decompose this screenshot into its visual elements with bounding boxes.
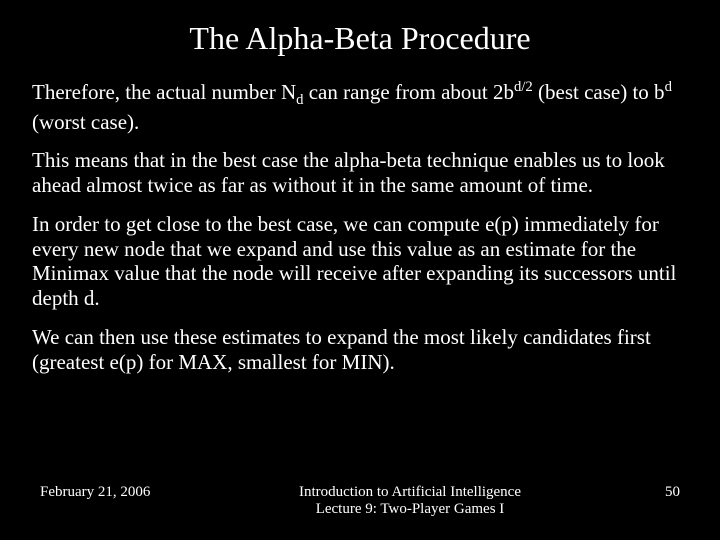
footer-course: Introduction to Artificial Intelligence … <box>200 484 620 518</box>
footer-course-line2: Lecture 9: Two-Player Games I <box>200 501 620 518</box>
slide-title: The Alpha-Beta Procedure <box>30 20 690 57</box>
slide: The Alpha-Beta Procedure Therefore, the … <box>0 0 720 540</box>
paragraph-2: This means that in the best case the alp… <box>32 148 688 198</box>
footer-page-number: 50 <box>620 484 680 501</box>
p1-text-a: Therefore, the actual number N <box>32 80 296 104</box>
footer-course-line1: Introduction to Artificial Intelligence <box>200 484 620 501</box>
p1-text-b: can range from about 2b <box>303 80 514 104</box>
paragraph-4: We can then use these estimates to expan… <box>32 325 688 375</box>
p1-superscript-d: d <box>665 79 672 95</box>
footer-date: February 21, 2006 <box>40 484 200 501</box>
p1-text-c: (best case) to b <box>533 80 665 104</box>
p1-text-d: (worst case). <box>32 110 139 134</box>
paragraph-1: Therefore, the actual number N d can rang… <box>32 79 688 134</box>
paragraph-3: In order to get close to the best case, … <box>32 212 688 311</box>
slide-body: Therefore, the actual number N d can rang… <box>30 79 690 374</box>
slide-footer: February 21, 2006 Introduction to Artifi… <box>0 484 720 518</box>
p1-superscript-dover2: d/2 <box>514 79 533 95</box>
